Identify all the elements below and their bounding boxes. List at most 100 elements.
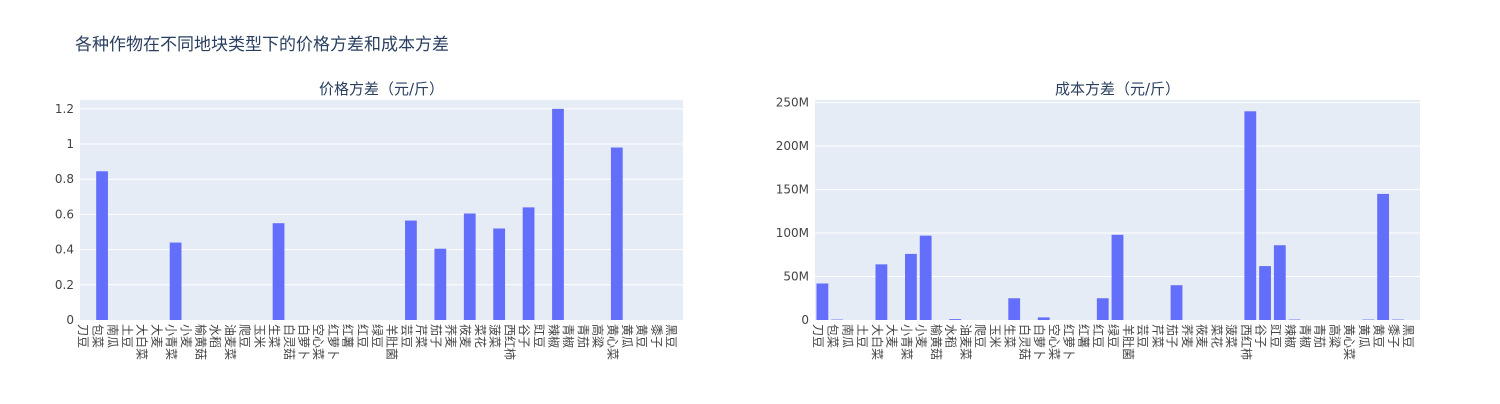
price-bar-黄心菜 [611,148,623,320]
price-bar-茄子 [434,249,446,320]
cost-ytick-label: 250M [776,96,809,110]
cost-xtick-label: 菠菜 [1224,324,1238,348]
cost-bar-茄子 [1171,285,1183,320]
price-xtick-label: 黄瓜 [620,324,634,348]
cost-xtick-label: 生菜 [1003,324,1017,348]
cost-xtick-label: 羊肚菌 [1121,324,1136,360]
cost-xtick-label: 刀豆 [811,324,825,348]
cost-xtick-label: 空心菜 [1047,324,1061,360]
cost-variance-plot: 050M100M150M200M250M成本方差（元/斤）刀豆包菜南瓜土豆大白菜… [776,80,1420,360]
cost-xtick-label: 莜麦 [1195,324,1209,348]
price-xtick-label: 爬豆 [238,324,252,348]
price-xtick-label: 菠菜 [488,324,502,348]
cost-xtick-label: 黄心菜 [1342,324,1356,360]
price-xtick-label: 水稻 [208,324,222,348]
cost-xtick-label: 油麦菜 [958,324,972,360]
price-ytick-label: 1 [66,137,74,151]
price-xtick-label: 白萝卜 [296,324,311,360]
price-xtick-label: 白灵菇 [282,324,297,360]
cost-bar-谷子 [1259,266,1271,320]
cost-xtick-label: 红豆 [1091,324,1106,348]
cost-xtick-label: 白萝卜 [1032,324,1047,360]
price-xtick-label: 大白菜 [135,324,150,360]
price-ytick-label: 1.2 [55,102,74,116]
cost-xtick-label: 豇豆 [1268,324,1282,348]
price-ytick-label: 0.8 [55,172,74,186]
price-xtick-label: 芸豆 [399,324,413,348]
cost-xtick-label: 红萝卜 [1062,324,1077,360]
cost-xtick-label: 小青菜 [899,324,913,360]
price-xtick-label: 青椒 [561,324,575,348]
cost-xtick-label: 大白菜 [870,324,885,360]
cost-ytick-label: 100M [776,226,809,240]
cost-bar-大白菜 [876,264,888,320]
price-ytick-label: 0.4 [55,243,74,257]
price-xtick-label: 生菜 [267,324,281,348]
cost-bar-小青菜 [905,254,917,320]
cost-xtick-label: 青椒 [1298,324,1312,348]
price-xtick-label: 黄豆 [635,324,649,348]
price-xtick-label: 南瓜 [105,324,120,348]
price-bar-小青菜 [170,243,182,320]
price-bar-谷子 [523,207,535,320]
price-xtick-label: 黑豆 [664,324,678,348]
figure-title: 各种作物在不同地块类型下的价格方差和成本方差 [75,35,449,55]
price-xtick-label: 红萝卜 [326,324,341,360]
price-variance-plot: 00.20.40.60.811.2价格方差（元/斤）刀豆包菜南瓜土豆大白菜大麦小… [55,80,683,360]
cost-xtick-label: 大麦 [885,324,899,348]
price-bar-辣椒 [552,109,564,320]
cost-xtick-label: 榆黄菇 [929,324,944,360]
cost-bar-黄豆 [1377,194,1389,320]
cost-bar-绿豆 [1112,235,1124,320]
price-subplot-title: 价格方差（元/斤） [319,80,444,98]
price-xtick-label: 玉米 [252,324,266,348]
price-xtick-label: 土豆 [120,324,134,348]
cost-bar-红豆 [1097,298,1109,320]
cost-bar-生菜 [1008,298,1020,320]
price-xtick-label: 油麦菜 [223,324,237,360]
cost-bar-西红柿 [1244,111,1256,320]
cost-xtick-label: 小麦 [914,324,928,348]
cost-ytick-label: 150M [776,183,809,197]
cost-xtick-label: 黄豆 [1372,324,1386,348]
cost-xtick-label: 谷子 [1254,324,1268,348]
price-ytick-label: 0.2 [55,278,74,292]
cost-xtick-label: 南瓜 [840,324,855,348]
cost-bar-水稻 [949,319,961,320]
cost-xtick-label: 黑豆 [1401,324,1415,348]
cost-ytick-label: 0 [801,313,809,327]
cost-xtick-label: 白灵菇 [1017,324,1032,360]
price-xtick-label: 谷子 [517,324,531,348]
price-xtick-label: 豇豆 [532,324,546,348]
price-xtick-label: 大麦 [149,324,163,348]
price-xtick-label: 刀豆 [76,324,90,348]
cost-xtick-label: 芸豆 [1136,324,1150,348]
price-ytick-label: 0 [66,313,74,327]
price-xtick-label: 菜花 [473,324,488,348]
price-xtick-label: 西红柿 [502,324,517,360]
price-bar-莜麦 [464,214,476,320]
price-bar-包菜 [96,171,108,320]
price-xtick-label: 空心菜 [311,324,325,360]
price-xtick-label: 绿豆 [370,324,385,348]
cost-ytick-label: 50M [783,270,809,284]
price-xtick-label: 芹菜 [414,324,428,348]
price-bar-菠菜 [493,228,505,320]
cost-xtick-label: 青茄 [1313,324,1327,348]
cost-bar-小麦 [920,236,932,320]
cost-xtick-label: 西红柿 [1239,324,1254,360]
cost-xtick-label: 水稻 [944,324,958,348]
price-xtick-label: 小麦 [179,324,193,348]
cost-xtick-label: 红薯 [1076,324,1091,348]
price-bar-生菜 [273,223,285,320]
cost-xtick-label: 包菜 [826,324,840,348]
cost-xtick-label: 黄瓜 [1357,324,1371,348]
price-xtick-label: 红薯 [341,324,356,348]
cost-xtick-label: 爬豆 [973,324,987,348]
cost-xtick-label: 芹菜 [1150,324,1164,348]
price-xtick-label: 榆黄菇 [194,324,209,360]
cost-bar-白萝卜 [1038,317,1050,320]
price-xtick-label: 包菜 [91,324,105,348]
